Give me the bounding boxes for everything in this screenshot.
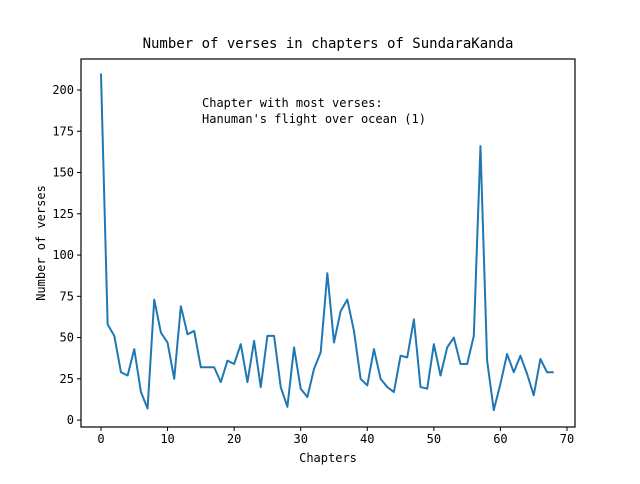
line — [99, 73, 554, 412]
annotation: Chapter with most verses: — [202, 96, 383, 110]
chart-title: Number of verses in chapters of SundaraK… — [143, 36, 514, 52]
y-tick-label: 150 — [52, 166, 74, 180]
y-tick-label: 175 — [52, 124, 74, 138]
y-tick-label: 50 — [60, 331, 74, 345]
x-tick-label: 50 — [427, 432, 441, 446]
x-tick-label: 20 — [227, 432, 241, 446]
y-tick-label: 100 — [52, 248, 74, 262]
y-tick-label: 200 — [52, 83, 74, 97]
x-tick-label: 70 — [560, 432, 574, 446]
x-axis-label: Chapters — [299, 451, 357, 465]
x-tick-label: 30 — [293, 432, 307, 446]
y-tick-label: 0 — [67, 413, 74, 427]
x-tick-label: 60 — [493, 432, 507, 446]
annotation: Hanuman's flight over ocean (1) — [202, 112, 426, 126]
y-tick-label: 75 — [60, 289, 74, 303]
x-tick-label: 0 — [97, 432, 104, 446]
x-tick-label: 40 — [360, 432, 374, 446]
plot-frame — [80, 58, 576, 428]
y-tick-label: 125 — [52, 207, 74, 221]
x-tick-label: 10 — [160, 432, 174, 446]
y-tick-label: 25 — [60, 372, 74, 386]
y-axis-label: Number of verses — [34, 185, 48, 301]
